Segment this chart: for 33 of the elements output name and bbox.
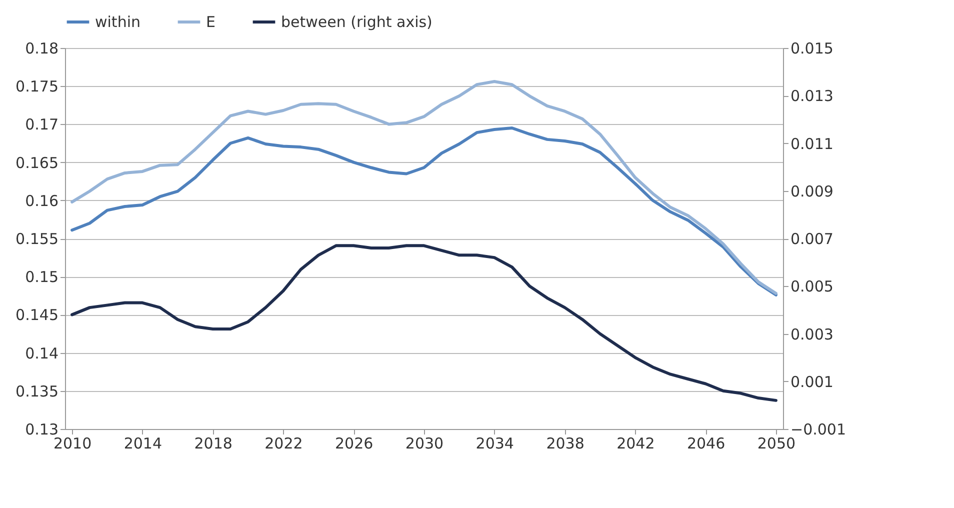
legend-label: E: [206, 13, 216, 31]
y-tick-label: 0.135: [16, 382, 58, 400]
y2-tick-label: 0.007: [790, 230, 834, 248]
y2-tick-label: 0.005: [790, 278, 834, 296]
line-series: [70, 80, 778, 295]
y-tick-label: 0.14: [25, 344, 58, 362]
y2-tick-label: 0.001: [790, 372, 834, 391]
legend-label: within: [95, 13, 140, 31]
y-tick-label: 0.165: [16, 154, 58, 172]
legend-label: between (right axis): [281, 13, 432, 31]
y2-tick-label: 0.003: [790, 325, 834, 344]
y2-tick-label: 0.011: [790, 134, 834, 153]
y-tick-label: 0.17: [25, 116, 58, 134]
line-series: [70, 244, 778, 402]
x-tick-label: 2034: [476, 434, 514, 452]
x-tick-label: 2046: [686, 434, 726, 452]
y-tick-label: 0.15: [25, 268, 58, 286]
x-tick-label: 2018: [194, 434, 232, 452]
y-tick-label: 0.16: [25, 192, 58, 210]
y2-tick-label: 0.009: [790, 182, 834, 200]
x-tick-label: 2042: [616, 434, 655, 452]
y-tick-label: 0.155: [16, 230, 58, 248]
x-tick-label: 2030: [405, 434, 444, 452]
y-tick-label: 0.175: [16, 78, 58, 96]
x-tick-label: 2022: [264, 434, 303, 452]
x-tick-label: 2026: [335, 434, 374, 452]
x-tick-label: 2014: [124, 434, 162, 452]
x-tick-label: 2038: [546, 434, 584, 452]
line-series: [70, 126, 778, 296]
y2-tick-label: 0.015: [790, 40, 834, 58]
y-tick-label: 0.145: [16, 306, 58, 324]
y-tick-label: 0.18: [25, 40, 58, 58]
y2-tick-label: 0.013: [790, 87, 834, 106]
